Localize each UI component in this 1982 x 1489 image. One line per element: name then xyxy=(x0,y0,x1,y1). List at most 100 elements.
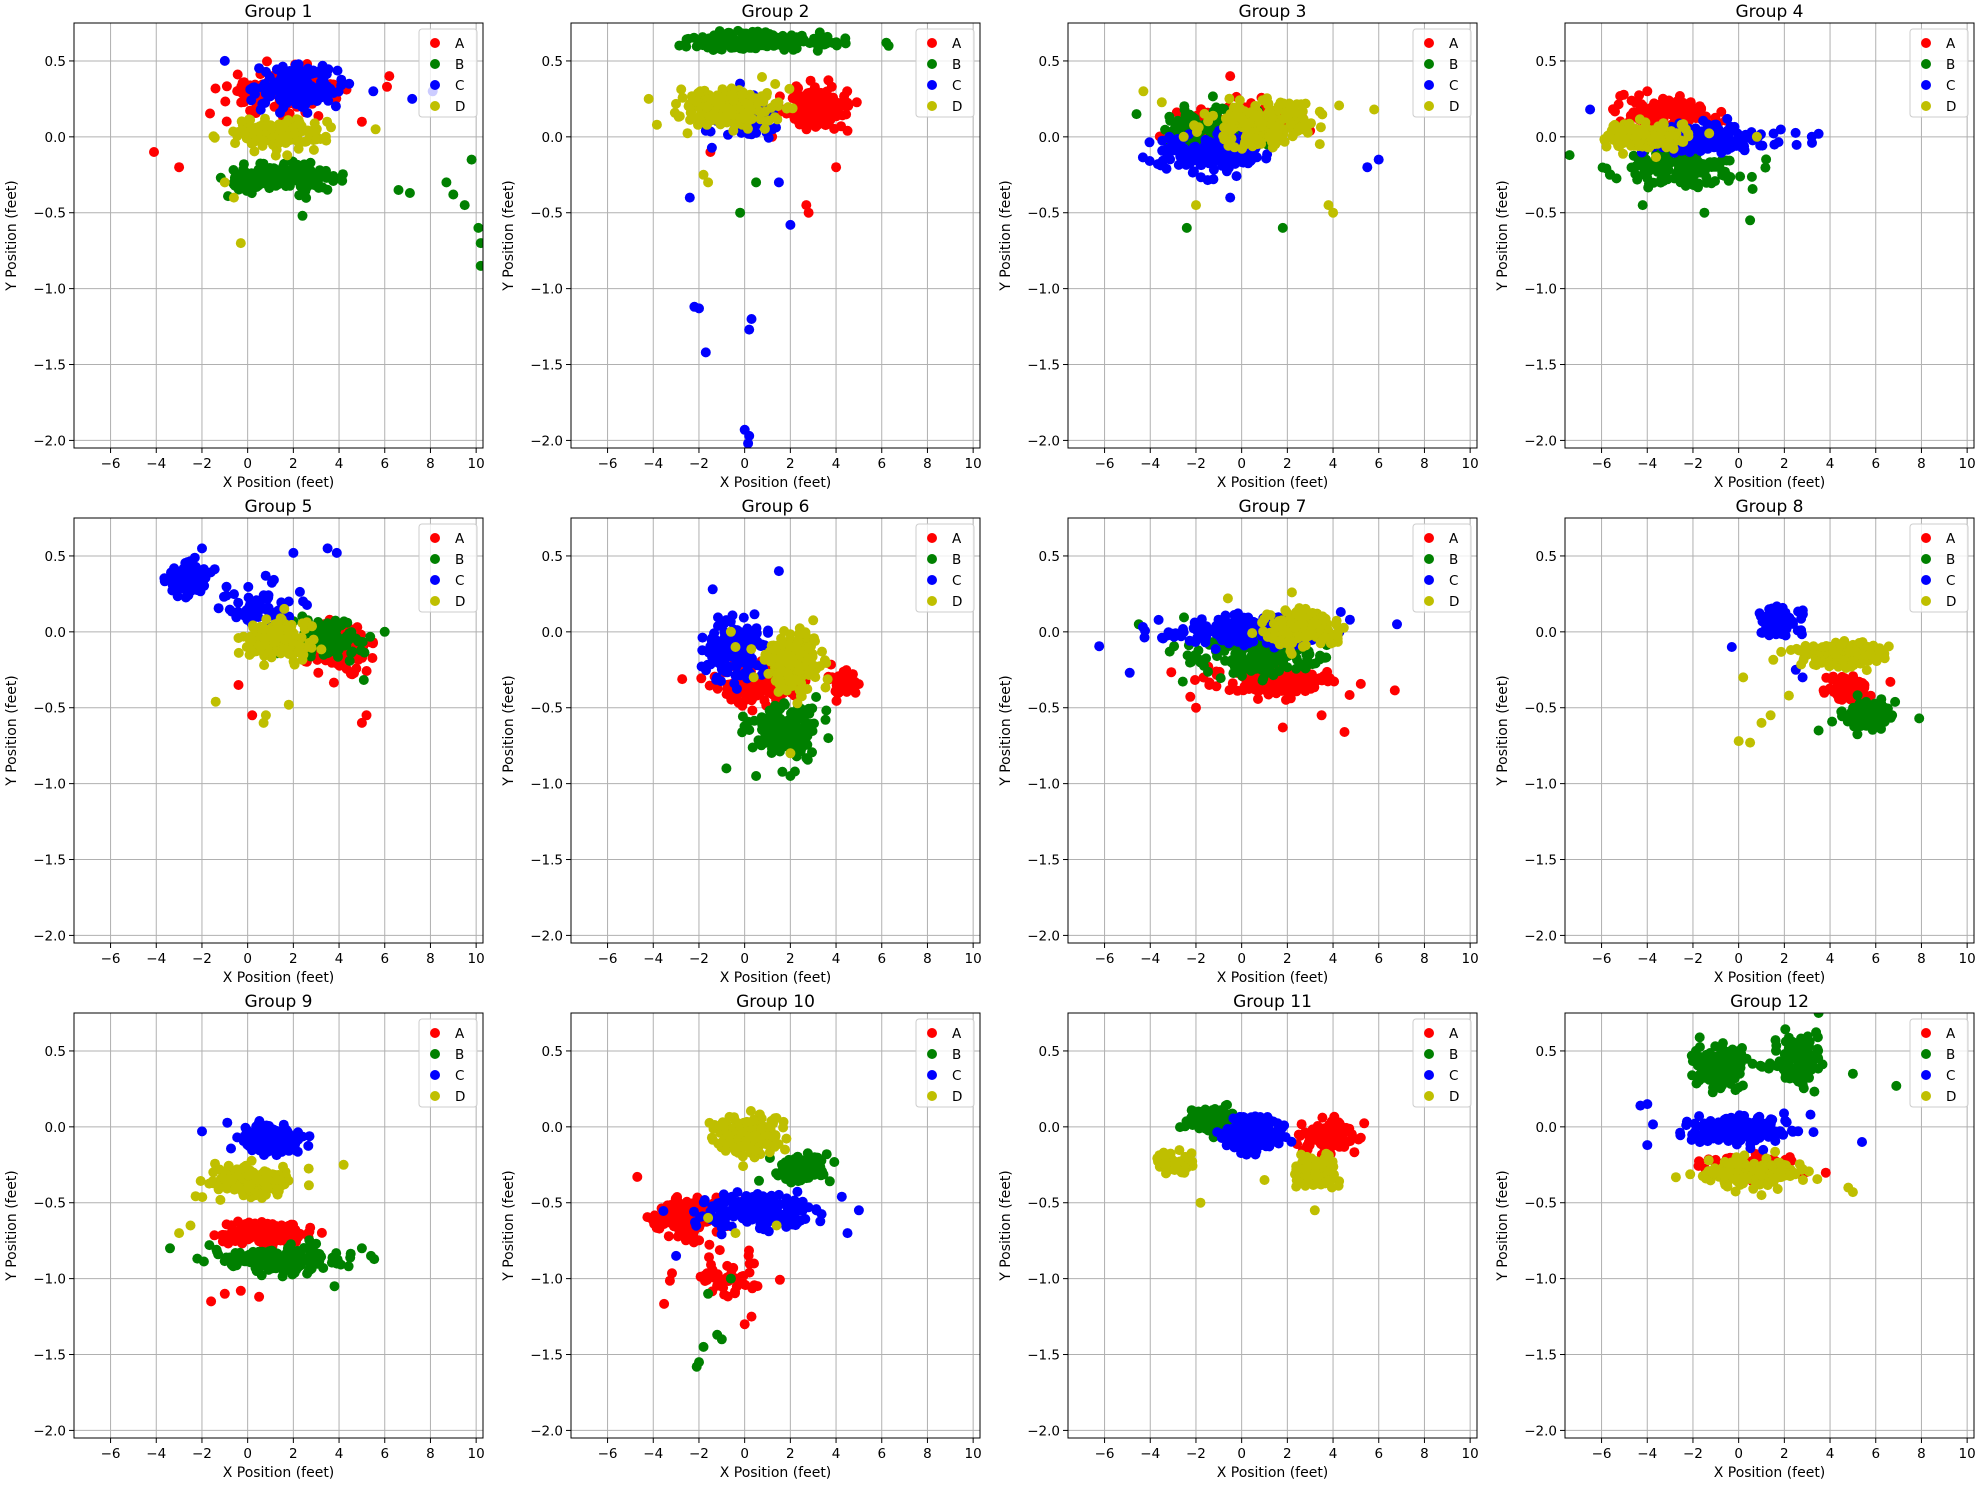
data-point xyxy=(677,92,688,103)
data-point xyxy=(1218,152,1229,163)
x-tick-label: 6 xyxy=(380,456,389,472)
y-tick-label: −2.0 xyxy=(1027,433,1060,449)
x-tick-label: 6 xyxy=(1374,456,1383,472)
data-point xyxy=(838,674,849,685)
data-point xyxy=(1683,163,1694,174)
data-point xyxy=(308,144,319,155)
data-point xyxy=(1663,107,1674,118)
data-point xyxy=(713,612,723,623)
data-point xyxy=(1676,119,1687,130)
data-point xyxy=(1270,657,1281,668)
data-point xyxy=(1262,684,1273,695)
data-point xyxy=(1695,146,1706,156)
data-point xyxy=(1723,132,1734,143)
legend-label: A xyxy=(455,531,465,547)
data-point xyxy=(268,178,279,189)
data-point xyxy=(266,577,277,588)
axes-frame xyxy=(1564,22,1975,449)
data-point xyxy=(730,642,741,652)
x-tick-label: −2 xyxy=(689,951,709,967)
data-point xyxy=(1739,145,1750,156)
data-point xyxy=(765,726,775,737)
data-point xyxy=(341,631,352,642)
x-tick-label: −6 xyxy=(1095,456,1115,472)
data-point xyxy=(459,200,470,211)
data-point xyxy=(208,131,219,142)
data-point xyxy=(257,98,268,109)
data-point xyxy=(1247,650,1258,661)
data-point xyxy=(694,303,704,314)
data-point xyxy=(1638,162,1649,173)
data-point xyxy=(308,634,319,645)
y-axis-label: Y Position (feet) xyxy=(501,180,517,292)
data-point xyxy=(776,40,786,50)
data-point xyxy=(822,37,833,47)
data-point xyxy=(1630,97,1641,108)
data-point xyxy=(1761,154,1772,165)
legend-marker xyxy=(927,533,937,543)
data-point xyxy=(804,665,814,676)
data-point xyxy=(1234,103,1245,114)
data-point xyxy=(1191,127,1202,137)
data-point xyxy=(1178,116,1189,127)
data-point xyxy=(730,35,741,46)
data-point xyxy=(289,129,300,139)
data-point xyxy=(1207,91,1218,102)
legend-label: D xyxy=(1449,99,1459,115)
data-point xyxy=(760,116,771,127)
legend-label: B xyxy=(455,57,464,73)
data-point xyxy=(768,704,779,715)
series-B xyxy=(1565,144,1772,226)
data-point xyxy=(702,119,712,130)
data-point xyxy=(235,238,246,249)
data-point xyxy=(1651,152,1662,163)
x-tick-label: 10 xyxy=(1959,456,1976,472)
data-point xyxy=(808,615,819,626)
data-point xyxy=(772,114,783,125)
data-point xyxy=(1273,678,1284,689)
points xyxy=(1565,86,1824,226)
x-tick-label: −2 xyxy=(689,456,709,472)
data-point xyxy=(1601,141,1612,152)
data-point xyxy=(233,680,244,690)
data-point xyxy=(332,65,343,76)
legend-label: D xyxy=(1946,99,1956,115)
data-point xyxy=(1265,108,1276,119)
data-point xyxy=(1585,104,1596,115)
data-point xyxy=(346,647,357,658)
data-point xyxy=(702,102,712,112)
legend-label: A xyxy=(1449,36,1459,52)
data-point xyxy=(771,122,781,133)
data-point xyxy=(1330,618,1341,629)
data-point xyxy=(842,86,853,97)
data-point xyxy=(693,112,704,123)
data-point xyxy=(1642,173,1653,184)
data-point xyxy=(1373,154,1384,165)
data-point xyxy=(294,586,305,597)
data-point xyxy=(220,96,231,107)
data-point xyxy=(792,698,803,709)
data-point xyxy=(1705,157,1715,168)
y-tick-label: −0.5 xyxy=(33,206,66,222)
y-tick-label: −1.0 xyxy=(530,777,563,793)
data-point xyxy=(250,89,260,99)
y-tick-label: −1.0 xyxy=(1027,282,1060,298)
data-point xyxy=(1790,127,1801,138)
data-point xyxy=(693,87,704,98)
data-point xyxy=(704,680,715,691)
data-point xyxy=(1179,101,1190,112)
data-point xyxy=(1157,632,1167,643)
data-point xyxy=(1328,207,1339,218)
data-point xyxy=(759,123,770,134)
legend-box xyxy=(915,28,975,118)
data-point xyxy=(1773,137,1784,148)
data-point xyxy=(1300,686,1311,697)
data-point xyxy=(684,192,695,203)
data-point xyxy=(1199,108,1210,119)
y-tick-label: −2.0 xyxy=(1524,433,1557,449)
data-point xyxy=(258,717,269,728)
data-point xyxy=(379,626,390,637)
data-point xyxy=(1282,662,1293,673)
